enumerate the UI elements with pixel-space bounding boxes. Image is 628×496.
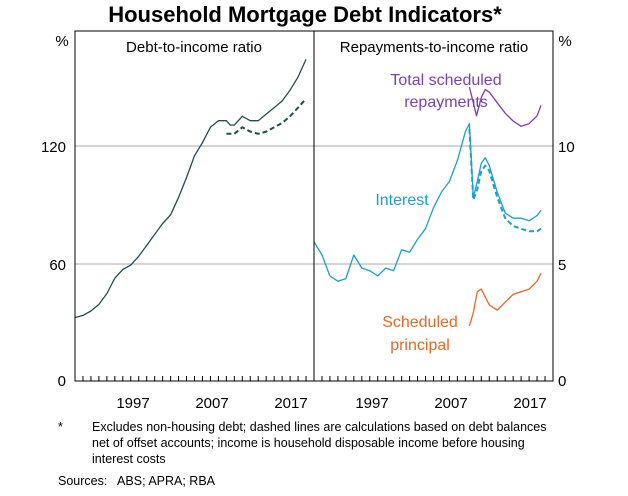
annotation-scheduled-principal-line1: Scheduled [382,314,458,331]
footnote-text: Excludes non-housing debt; dashed lines … [92,420,547,466]
left-unit-label: % [55,33,68,50]
panel-debt-to-income: Debt-to-income ratio % 120 60 0 1997 200… [41,33,315,412]
annotation-total-scheduled-repayments-line2: repayments [404,94,488,111]
chart-title: Household Mortgage Debt Indicators* [108,2,502,27]
panel-repayments-to-income: Repayments-to-income ratio % 10 5 0 1997… [313,33,575,412]
right-xtick-label-2007: 2007 [434,395,467,412]
right-unit-label: % [558,33,571,50]
right-xtick-label-2017: 2017 [513,395,546,412]
right-xtick-label-1997: 1997 [355,395,388,412]
left-series-line-0 [74,59,307,319]
right-ytick-label-5: 5 [558,257,566,274]
left-xtick-label-2007: 2007 [195,395,228,412]
right-series-line-3 [468,273,542,327]
left-xtick-label-1997: 1997 [116,395,149,412]
sources-note: Sources: ABS; APRA; RBA [58,474,216,488]
right-series-group [313,86,542,327]
left-ytick-label-120: 120 [41,139,66,156]
annotation-scheduled-principal-line2: principal [390,337,450,354]
left-panel-title: Debt-to-income ratio [126,39,262,56]
footnote-marker: * [58,420,63,434]
right-xtick-marks [313,376,554,381]
annotation-interest: Interest [375,192,429,209]
right-series-line-1 [313,123,542,282]
annotation-total-scheduled-repayments-line1: Total scheduled [390,72,501,89]
right-panel-title: Repayments-to-income ratio [340,39,528,56]
right-ytick-label-10: 10 [558,139,575,156]
left-xtick-label-2017: 2017 [274,395,307,412]
right-series-line-0 [468,86,542,127]
left-series-line-1-dashed [226,98,307,135]
left-xtick-marks [74,376,315,381]
right-series-line-2-dashed [468,128,542,233]
left-series-group [74,59,307,319]
right-ytick-label-0: 0 [558,373,566,390]
left-ytick-label-0: 0 [58,373,66,390]
left-ytick-label-60: 60 [49,257,66,274]
